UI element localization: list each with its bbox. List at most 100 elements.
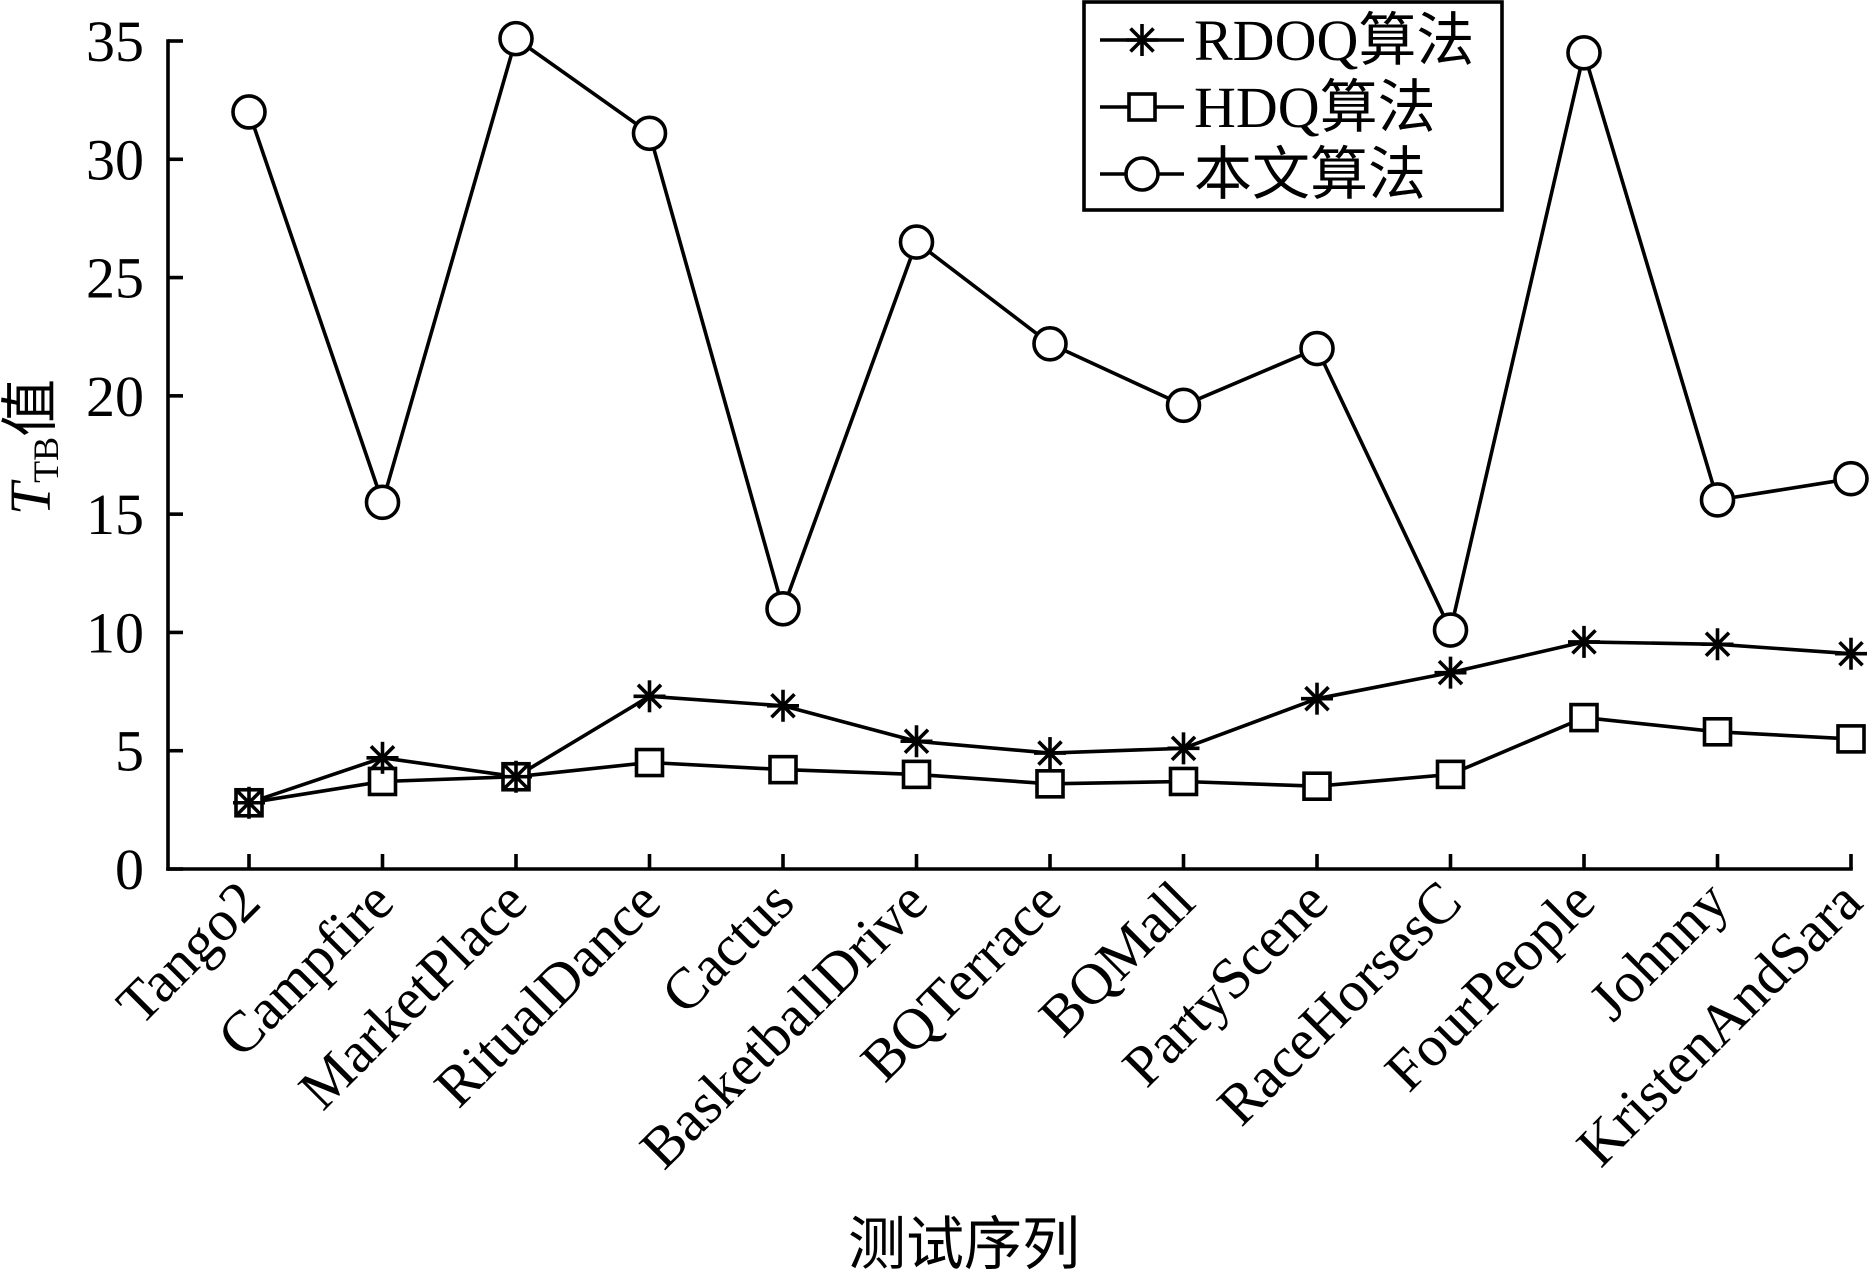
- series-2-point-partyscene: [1302, 771, 1332, 802]
- legend-label: RDOQ算法: [1194, 8, 1474, 73]
- legend-label: 本文算法: [1194, 142, 1426, 207]
- series-3-point-partyscene: [1299, 330, 1335, 367]
- y-tick-label: 30: [86, 127, 144, 192]
- y-tick-label: 10: [86, 600, 144, 665]
- circle-marker: [1124, 156, 1160, 192]
- series-3-point-ritualdance: [631, 115, 668, 152]
- series-1-point-johnny: [1701, 628, 1734, 661]
- series-3-point-kristenandsara: [1833, 460, 1869, 497]
- asterisk-stroke: [1304, 685, 1330, 712]
- series-1-point-campfire: [366, 741, 399, 774]
- asterisk-stroke: [369, 745, 396, 771]
- x-axis-label: 测试序列: [848, 1212, 1080, 1277]
- series-3-point-fourpeople: [1566, 35, 1602, 71]
- circle-marker: [231, 94, 267, 130]
- legend-label: HDQ算法: [1194, 75, 1436, 140]
- series-1-point-basketballdrive: [900, 725, 933, 758]
- series-3-point-tango2: [231, 94, 267, 130]
- y-axis-label-subscript: TB: [26, 437, 66, 483]
- square-marker: [634, 747, 665, 778]
- series-3-point-racehorsesc: [1432, 612, 1469, 648]
- series-1-point-racehorsesc: [1434, 656, 1467, 689]
- circle-marker: [1032, 326, 1068, 362]
- series-1-point-partyscene: [1301, 682, 1333, 715]
- square-marker: [1127, 92, 1157, 122]
- circle-marker: [364, 484, 401, 521]
- asterisk-stroke: [1129, 27, 1155, 53]
- series-1-point-marketplace: [500, 760, 532, 793]
- circle-marker: [1699, 482, 1736, 518]
- circle-marker: [1299, 330, 1335, 367]
- y-axis-label-text: 值: [0, 379, 63, 437]
- asterisk-stroke: [1037, 740, 1063, 766]
- legend-marker: [1126, 24, 1158, 56]
- asterisk-stroke: [1838, 640, 1864, 667]
- circle-marker: [1432, 612, 1469, 648]
- asterisk-stroke: [903, 728, 930, 755]
- asterisk-stroke: [1704, 631, 1731, 658]
- square-marker: [1168, 766, 1199, 797]
- series-1-point-cactus: [767, 689, 799, 722]
- series-1-point-bqmall: [1167, 732, 1200, 765]
- square-marker: [901, 759, 932, 790]
- series-2-point-bqterrace: [1035, 769, 1065, 799]
- asterisk-stroke: [1571, 629, 1597, 655]
- y-tick-label: 25: [86, 246, 144, 311]
- legend-item-1: RDOQ算法: [1100, 8, 1474, 73]
- series-2-point-fourpeople: [1569, 702, 1599, 733]
- series-2-point-johnny: [1702, 716, 1733, 747]
- legend-item-2: HDQ算法: [1100, 75, 1436, 140]
- asterisk-stroke: [503, 763, 529, 790]
- series-3-point-bqterrace: [1032, 326, 1068, 362]
- circle-marker: [1833, 460, 1869, 497]
- circle-marker: [1566, 35, 1602, 71]
- y-tick-label: 15: [86, 482, 144, 547]
- series-3-point-marketplace: [498, 20, 534, 57]
- y-tick-label: 0: [115, 837, 144, 902]
- circle-marker: [765, 590, 801, 627]
- square-marker: [768, 754, 798, 785]
- circle-marker: [898, 224, 935, 260]
- legend-marker: [1127, 92, 1157, 122]
- series-3-point-johnny: [1699, 482, 1736, 518]
- square-marker: [1035, 769, 1065, 799]
- asterisk-stroke: [236, 789, 262, 816]
- series-3-point-campfire: [364, 484, 401, 521]
- asterisk-stroke: [770, 692, 796, 719]
- series-2-point-bqmall: [1168, 766, 1199, 797]
- square-marker: [1836, 724, 1866, 754]
- circle-marker: [498, 20, 534, 57]
- series-3-point-cactus: [765, 590, 801, 627]
- series-2-point-basketballdrive: [901, 759, 932, 790]
- series-1-markers: [233, 625, 1867, 819]
- series-2-point-kristenandsara: [1836, 724, 1866, 754]
- y-axis-label-symbol: T: [0, 479, 63, 515]
- square-marker: [1435, 759, 1466, 790]
- asterisk-stroke: [636, 683, 663, 710]
- y-tick-label: 5: [115, 719, 144, 784]
- series-2-point-cactus: [768, 754, 798, 785]
- legend-marker: [1124, 156, 1160, 192]
- square-marker: [1702, 716, 1733, 747]
- series-1-point-fourpeople: [1568, 625, 1600, 658]
- asterisk-stroke: [1437, 659, 1464, 686]
- series-1-point-bqterrace: [1034, 737, 1066, 770]
- circle-marker: [631, 115, 668, 152]
- y-tick-label: 20: [86, 364, 144, 429]
- series-3-point-basketballdrive: [898, 224, 935, 260]
- series-1-point-kristenandsara: [1835, 637, 1867, 670]
- series-2-point-racehorsesc: [1435, 759, 1466, 790]
- y-tick-label: 35: [86, 9, 144, 74]
- series-markers: [231, 20, 1869, 819]
- circle-marker: [1165, 387, 1202, 424]
- series-1-point-tango2: [233, 786, 265, 819]
- series-3-point-bqmall: [1165, 387, 1202, 424]
- square-marker: [1569, 702, 1599, 733]
- y-axis-label: TTB值: [0, 379, 66, 515]
- square-marker: [1302, 771, 1332, 802]
- series-3-markers: [231, 20, 1869, 648]
